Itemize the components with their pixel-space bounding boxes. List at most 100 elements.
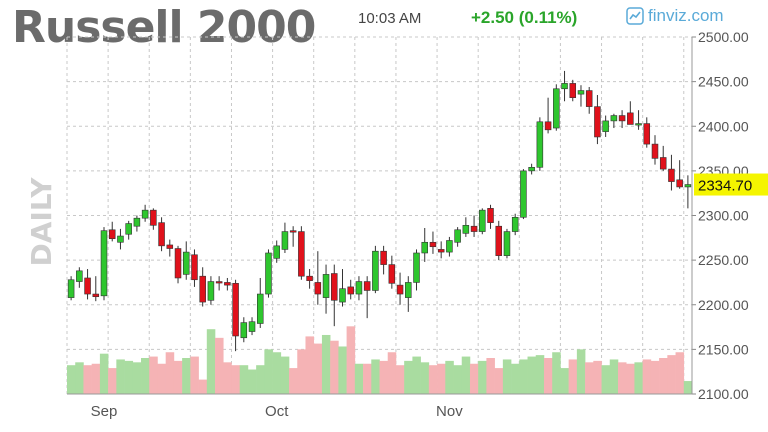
candle-body (437, 249, 445, 253)
volume-bar (99, 353, 109, 394)
candlestick (454, 227, 461, 247)
candle-body (684, 184, 692, 188)
candle-body (610, 115, 618, 122)
candle-body (158, 222, 165, 247)
candle-body (553, 88, 560, 129)
candle-body (454, 229, 461, 243)
candle-body (421, 241, 428, 254)
candlestick (437, 241, 445, 259)
candlestick (635, 110, 642, 130)
volume-bar (486, 358, 495, 394)
volume-bar (338, 346, 347, 394)
volume-bar (354, 363, 364, 394)
volume-bar (198, 379, 208, 394)
y-tick-label: 2300.00 (698, 208, 749, 224)
candlestick (125, 220, 132, 240)
volume-bar (412, 356, 421, 394)
candle-body (470, 225, 478, 232)
candlestick (421, 227, 428, 262)
candlestick (141, 204, 149, 222)
candlestick (240, 317, 248, 343)
candle-body (380, 250, 387, 265)
candle-body (405, 282, 412, 298)
candlestick (577, 85, 585, 107)
candlestick (544, 97, 552, 134)
candle-body (117, 235, 124, 243)
volume-bar (642, 359, 652, 394)
candlestick (561, 70, 568, 102)
candle-body (511, 216, 519, 232)
candle-body (520, 170, 527, 218)
candle-body (273, 245, 280, 259)
candle-body (306, 275, 313, 281)
candle-body (651, 143, 659, 159)
candle-body (643, 123, 651, 145)
candle-body (668, 168, 675, 182)
candlestick (594, 95, 601, 145)
volume-bar (182, 358, 191, 394)
candlestick (429, 231, 437, 254)
candlestick (108, 221, 116, 242)
candlestick (224, 277, 231, 291)
volume-bar (601, 365, 611, 394)
candlestick (553, 84, 560, 131)
volume-bar (206, 329, 216, 394)
x-tick-label: Sep (91, 403, 118, 420)
volume-bar (108, 368, 117, 394)
volume-bar (650, 360, 660, 394)
candle-body (92, 293, 100, 298)
volume-bar (363, 363, 372, 394)
candle-body (141, 209, 149, 219)
candlestick (314, 251, 322, 305)
candle-body (224, 282, 231, 286)
candle-body (289, 230, 297, 233)
volume-bar (313, 343, 323, 394)
candle-body (125, 223, 132, 235)
candle-body (544, 121, 552, 131)
candlestick (76, 267, 83, 288)
volume-bar (132, 362, 142, 394)
candlestick (182, 241, 190, 280)
volume-bar (330, 340, 339, 394)
candlestick (265, 249, 272, 298)
price-change: +2.50 (0.11%) (471, 8, 578, 27)
candle-body (150, 209, 157, 226)
volume-bar (173, 360, 183, 394)
volume-bars (67, 326, 693, 394)
volume-bar (256, 365, 265, 394)
y-tick-label: 2400.00 (698, 118, 749, 134)
candlestick (207, 276, 215, 305)
volume-bar (272, 352, 282, 394)
candlestick (191, 249, 198, 287)
brand-text: finviz.com (648, 6, 724, 25)
candle-body (331, 273, 338, 301)
volume-bar (535, 355, 545, 394)
candlestick (668, 154, 675, 191)
volume-bar (675, 352, 685, 394)
candle-body (108, 229, 116, 240)
finviz-logo-icon (626, 7, 644, 25)
candle-body (256, 293, 264, 324)
volume-bar (634, 362, 643, 394)
candle-body (182, 251, 190, 275)
volume-bar (305, 336, 315, 394)
finviz-logo[interactable]: finviz.com (626, 6, 724, 26)
candle-body (363, 281, 371, 291)
candlestick (676, 160, 683, 189)
candlestick (248, 317, 256, 336)
candle-body (207, 281, 215, 301)
volume-bar (371, 359, 380, 394)
volume-bar (297, 349, 306, 394)
candlestick (536, 117, 544, 171)
volume-bar (593, 360, 602, 394)
candlestick (256, 277, 264, 328)
y-tick-label: 2150.00 (698, 341, 749, 357)
chart-title: Russell 2000 (12, 2, 316, 53)
volume-bar (289, 368, 298, 394)
candlestick (289, 226, 297, 247)
candlestick (273, 240, 280, 263)
candlestick (643, 117, 651, 148)
quote-time: 10:03 AM (358, 10, 422, 27)
candle-body (388, 264, 396, 284)
candle-body (347, 286, 354, 295)
